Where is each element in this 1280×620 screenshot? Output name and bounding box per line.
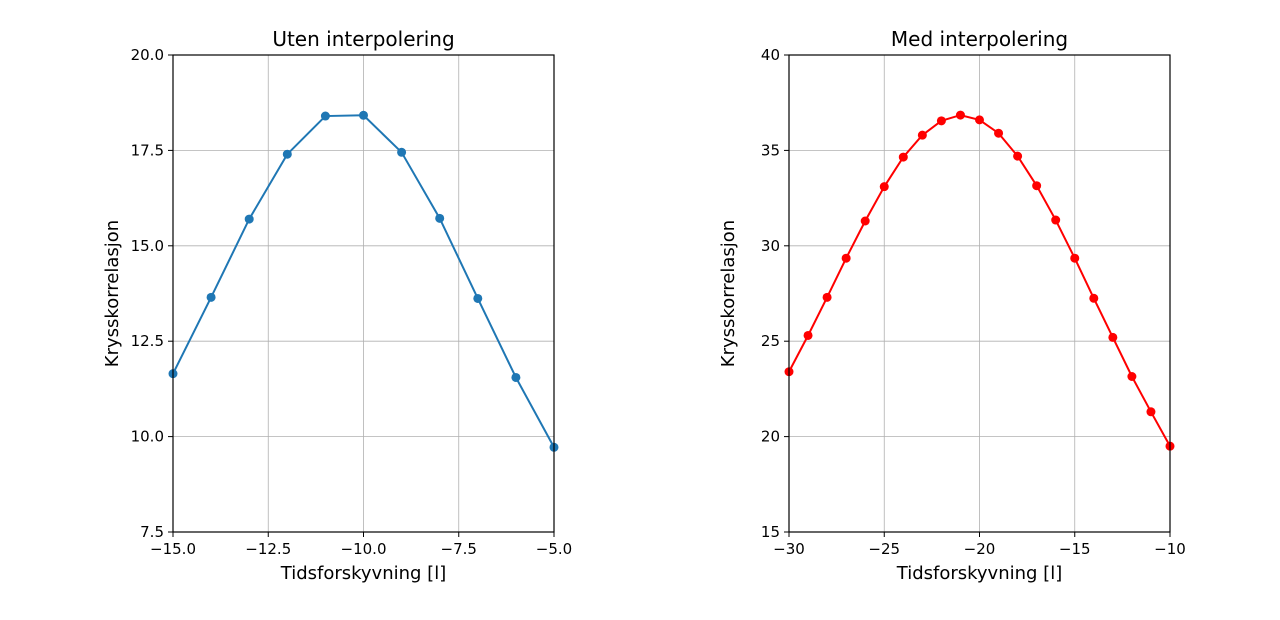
data-point bbox=[1127, 371, 1137, 381]
data-point bbox=[955, 110, 965, 120]
data-point bbox=[879, 182, 889, 192]
x-tick-label: −15.0 bbox=[150, 540, 196, 558]
y-tick-label: 30 bbox=[761, 237, 780, 255]
x-tick-label: −12.5 bbox=[245, 540, 291, 558]
y-tick-label: 7.5 bbox=[140, 523, 164, 541]
y-tick-label: 35 bbox=[761, 141, 780, 159]
y-tick-label: 12.5 bbox=[131, 332, 164, 350]
data-point bbox=[917, 130, 927, 140]
data-point bbox=[1032, 181, 1042, 191]
x-tick-label: −10.0 bbox=[341, 540, 387, 558]
y-axis-label: Krysskorrelasjon bbox=[102, 220, 123, 367]
x-tick-label: −10 bbox=[1154, 540, 1186, 558]
y-axis-label: Krysskorrelasjon bbox=[718, 220, 739, 367]
data-point bbox=[822, 292, 832, 302]
x-tick-label: −15 bbox=[1059, 540, 1091, 558]
x-axis-label: Tidsforskyvning [l] bbox=[896, 563, 1062, 584]
chart-uten-interpolering: −15.0 −12.5 −10.0 −7.5 −5.0 7.5 10.0 12.5 15.0 17… bbox=[102, 27, 572, 584]
x-tick-label: −5.0 bbox=[536, 540, 572, 558]
data-point bbox=[359, 110, 368, 120]
y-tick-label: 20 bbox=[761, 428, 780, 446]
data-point bbox=[1013, 151, 1023, 161]
data-point bbox=[860, 216, 870, 226]
x-axis-label: Tidsforskyvning [l] bbox=[280, 563, 446, 584]
data-point bbox=[282, 149, 292, 159]
data-point bbox=[206, 292, 216, 302]
data-point bbox=[1051, 215, 1061, 225]
x-tick-label: −20 bbox=[964, 540, 996, 558]
y-tick-label: 17.5 bbox=[131, 141, 164, 159]
y-tick-label: 25 bbox=[761, 332, 780, 350]
data-point bbox=[994, 128, 1004, 138]
data-point bbox=[320, 111, 330, 121]
data-point bbox=[841, 253, 851, 263]
y-tick-label: 10.0 bbox=[131, 428, 164, 446]
y-tick-label: 40 bbox=[761, 46, 780, 64]
y-tick-label: 20.0 bbox=[131, 46, 164, 64]
data-point bbox=[1146, 407, 1156, 417]
data-point bbox=[435, 213, 445, 223]
data-point bbox=[975, 115, 984, 125]
data-point bbox=[803, 330, 813, 340]
data-point bbox=[511, 372, 521, 382]
data-point bbox=[936, 116, 946, 126]
x-tick-label: −30 bbox=[773, 540, 805, 558]
data-point bbox=[244, 214, 254, 224]
x-tick-label: −25 bbox=[868, 540, 900, 558]
data-point bbox=[397, 147, 407, 157]
data-point bbox=[898, 152, 908, 162]
chart-med-interpolering: −30 −25 −20 −15 −10 15 20 25 30 35 40 Med interpole… bbox=[718, 27, 1186, 584]
data-point bbox=[1070, 253, 1080, 263]
data-point bbox=[1089, 293, 1099, 303]
y-tick-label: 15 bbox=[761, 523, 780, 541]
data-point bbox=[473, 293, 483, 303]
data-point bbox=[1108, 332, 1118, 342]
chart-title: Med interpolering bbox=[891, 27, 1068, 51]
chart-title: Uten interpolering bbox=[272, 27, 454, 51]
x-tick-label: −7.5 bbox=[441, 540, 477, 558]
y-tick-label: 15.0 bbox=[131, 237, 164, 255]
